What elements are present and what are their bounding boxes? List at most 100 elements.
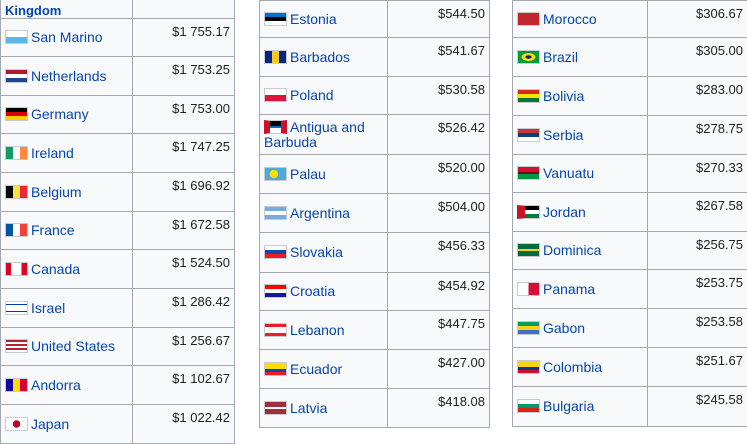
wage-value: $245.58 (648, 387, 747, 427)
country-link[interactable]: Croatia (290, 283, 335, 299)
wage-value: $305.00 (648, 38, 747, 77)
country-link[interactable]: Netherlands (31, 68, 107, 84)
table-row: Palau$520.00 (260, 155, 490, 194)
table-row: Bolivia $283.00 (513, 77, 747, 116)
wage-value: $253.75 (648, 270, 747, 309)
japan-flag-icon (5, 417, 28, 431)
panama-flag-icon (517, 282, 540, 296)
table-row: Vanuatu $270.33 (513, 155, 747, 193)
country-cell: Netherlands (1, 57, 133, 96)
wage-value: $1 747.25 (133, 134, 235, 173)
netherlands-flag-icon (5, 69, 28, 83)
country-link[interactable]: Belgium (31, 184, 82, 200)
wage-value: $270.33 (648, 155, 747, 193)
country-link[interactable]: San Marino (31, 29, 103, 45)
wage-value: $1 753.25 (133, 57, 235, 96)
country-cell: Israel (1, 289, 133, 328)
country-cell: Ireland (1, 134, 133, 173)
country-link[interactable]: Brazil (543, 49, 578, 65)
wage-value: $447.75 (388, 311, 490, 350)
table-row: Antigua and Barbuda$526.42 (260, 115, 490, 155)
country-cell: Colombia (513, 348, 648, 387)
wage-value: $1 102.67 (133, 366, 235, 405)
table-row: Argentina $504.00 (260, 194, 490, 233)
country-cell: Slovakia (260, 233, 388, 273)
wage-value: $267.58 (648, 193, 747, 232)
country-link[interactable]: Jordan (543, 204, 586, 220)
croatia-flag-icon (264, 284, 287, 298)
table-row: Germany$1 753.00 (1, 96, 235, 134)
country-cell: San Marino (1, 19, 133, 57)
wage-value: $1 286.42 (133, 289, 235, 328)
wage-value (133, 0, 235, 19)
country-link[interactable]: France (31, 222, 75, 238)
country-link[interactable]: Poland (290, 87, 334, 103)
wage-value: $544.50 (388, 1, 490, 38)
table-row: San Marino$1 755.17 (1, 19, 235, 57)
table-row: Japan$1 022.42 (1, 405, 235, 444)
andorra-flag-icon (5, 378, 28, 392)
table-row: Ireland $1 747.25 (1, 134, 235, 173)
canada-flag-icon (5, 262, 28, 276)
country-link[interactable]: Panama (543, 281, 595, 297)
country-link[interactable]: Estonia (290, 11, 337, 27)
country-link[interactable]: Colombia (543, 359, 602, 375)
country-link[interactable]: Andorra (31, 377, 81, 393)
germany-flag-icon (5, 107, 28, 121)
wage-value: $541.67 (388, 38, 490, 77)
country-link[interactable]: Germany (31, 106, 89, 122)
country-cell: Barbados (260, 38, 388, 77)
ecuador-flag-icon (264, 362, 287, 376)
table-row: Canada$1 524.50 (1, 250, 235, 289)
country-cell: Serbia (513, 116, 648, 155)
country-cell: Poland (260, 77, 388, 115)
country-cell: Andorra (1, 366, 133, 405)
country-link[interactable]: Ecuador (290, 361, 342, 377)
table-row: Barbados $541.67 (260, 38, 490, 77)
country-link[interactable]: Japan (31, 416, 69, 432)
serbia-flag-icon (517, 128, 540, 142)
wage-value: $504.00 (388, 194, 490, 233)
country-link[interactable]: Vanuatu (543, 165, 594, 181)
brazil-flag-icon (517, 50, 540, 64)
country-link[interactable]: Canada (31, 261, 80, 277)
wage-value: $256.75 (648, 232, 747, 270)
country-link[interactable]: Bulgaria (543, 398, 594, 414)
latvia-flag-icon (264, 401, 287, 415)
country-link[interactable]: Dominica (543, 242, 601, 258)
country-link[interactable]: Bolivia (543, 88, 584, 104)
wage-value: $253.58 (648, 309, 747, 348)
estonia-flag-icon (264, 12, 287, 26)
country-cell: Ecuador (260, 350, 388, 389)
country-link[interactable]: Gabon (543, 320, 585, 336)
table-row: Belgium$1 696.92 (1, 173, 235, 212)
table-row: Ecuador$427.00 (260, 350, 490, 389)
country-link[interactable]: Palau (290, 166, 326, 182)
country-cell: Kingdom (1, 0, 133, 19)
table-row: Jordan $267.58 (513, 193, 747, 232)
country-link[interactable]: Israel (31, 300, 65, 316)
country-link[interactable]: Kingdom (5, 3, 61, 18)
country-link[interactable]: Morocco (543, 11, 597, 27)
country-cell: Belgium (1, 173, 133, 212)
ireland-flag-icon (5, 146, 28, 160)
country-link[interactable]: Lebanon (290, 322, 345, 338)
vanuatu-flag-icon (517, 166, 540, 180)
country-link[interactable]: Slovakia (290, 244, 343, 260)
belgium-flag-icon (5, 185, 28, 199)
country-link[interactable]: Ireland (31, 145, 74, 161)
country-cell: Japan (1, 405, 133, 444)
table-row: Gabon $253.58 (513, 309, 747, 348)
country-link[interactable]: Serbia (543, 127, 583, 143)
country-link[interactable]: United States (31, 338, 115, 354)
argentina-flag-icon (264, 206, 287, 220)
country-cell: Bolivia (513, 77, 648, 116)
wage-value: $283.00 (648, 77, 747, 116)
country-link[interactable]: Argentina (290, 205, 350, 221)
country-link[interactable]: Barbados (290, 49, 350, 65)
country-link[interactable]: Latvia (290, 400, 327, 416)
table-row: United States$1 256.67 (1, 328, 235, 366)
table-row: Lebanon $447.75 (260, 311, 490, 350)
